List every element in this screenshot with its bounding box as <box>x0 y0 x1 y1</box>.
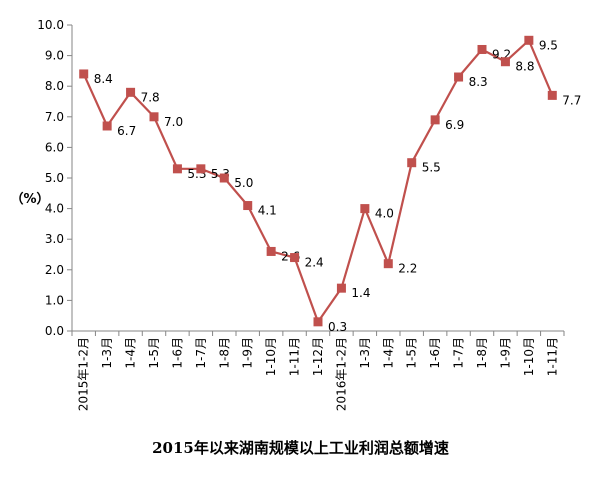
data-point <box>126 87 136 97</box>
data-label: 5.0 <box>234 176 253 190</box>
data-point <box>219 173 229 183</box>
data-label: 8.3 <box>469 75 488 89</box>
x-tick-label: 1-6月 <box>428 337 442 369</box>
x-tick-label: 1-12月 <box>311 337 325 376</box>
y-tick-label: 9.0 <box>45 49 64 63</box>
x-tick-label: 1-7月 <box>452 337 466 369</box>
data-label: 4.0 <box>375 207 394 221</box>
x-tick-label: 1-10月 <box>522 337 536 376</box>
x-tick-label: 1-8月 <box>475 337 489 369</box>
data-point <box>360 204 370 214</box>
data-label: 2.2 <box>398 262 417 276</box>
y-tick-label: 1.0 <box>45 293 64 307</box>
data-point <box>79 69 89 79</box>
data-point <box>336 283 346 293</box>
data-label: 8.8 <box>515 60 534 74</box>
y-tick-label: 2.0 <box>45 263 64 277</box>
x-tick-label: 1-5月 <box>405 337 419 369</box>
y-tick-label: 5.0 <box>45 171 64 185</box>
data-point <box>547 90 557 100</box>
data-point <box>149 112 159 122</box>
data-label: 7.8 <box>141 90 160 104</box>
data-label: 7.0 <box>164 115 183 129</box>
data-label: 6.7 <box>117 124 136 138</box>
data-label: 8.4 <box>94 72 113 86</box>
x-tick-label: 1-3月 <box>358 337 372 369</box>
y-axis-label: （%） <box>10 191 49 207</box>
y-tick-label: 8.0 <box>45 79 64 93</box>
x-tick-label: 2016年1-2月 <box>334 337 348 411</box>
data-label: 5.5 <box>422 161 441 175</box>
chart-title: 2015年以来湖南规模以上工业利润总额增速 <box>152 439 449 457</box>
x-tick-label: 1-7月 <box>194 337 208 369</box>
y-tick-label: 10.0 <box>37 18 64 32</box>
x-tick-label: 1-4月 <box>381 337 395 369</box>
x-tick-label: 1-3月 <box>100 337 114 369</box>
x-tick-label: 1-6月 <box>170 337 184 369</box>
x-tick-label: 1-9月 <box>241 337 255 369</box>
x-tick-label: 1-11月 <box>545 337 559 376</box>
x-tick-label: 1-4月 <box>124 337 138 369</box>
y-tick-label: 3.0 <box>45 232 64 246</box>
data-label: 0.3 <box>328 320 347 334</box>
data-point <box>102 121 112 131</box>
x-tick-label: 1-10月 <box>264 337 278 376</box>
data-point <box>477 44 487 54</box>
data-label: 4.1 <box>258 204 277 218</box>
data-point <box>196 164 206 174</box>
x-tick-label: 1-8月 <box>217 337 231 369</box>
data-point <box>172 164 182 174</box>
data-label: 6.9 <box>445 118 464 132</box>
data-point <box>454 72 464 82</box>
data-label: 7.7 <box>562 93 581 107</box>
x-tick-label: 1-9月 <box>498 337 512 369</box>
data-point <box>243 201 253 211</box>
y-tick-label: 6.0 <box>45 140 64 154</box>
data-point <box>313 317 323 327</box>
y-tick-label: 0.0 <box>45 324 64 338</box>
data-point <box>266 246 276 256</box>
y-tick-label: 4.0 <box>45 202 64 216</box>
data-point <box>430 115 440 125</box>
data-point <box>500 57 510 67</box>
x-tick-label: 1-5月 <box>147 337 161 369</box>
x-tick-label: 1-11月 <box>288 337 302 376</box>
data-label: 9.5 <box>539 38 558 52</box>
data-point <box>407 158 417 168</box>
data-point <box>524 35 534 45</box>
data-label: 1.4 <box>351 286 370 300</box>
data-label: 2.4 <box>305 256 324 270</box>
y-tick-label: 7.0 <box>45 110 64 124</box>
x-tick-label: 2015年1-2月 <box>77 337 91 411</box>
data-point <box>290 253 300 263</box>
data-point <box>383 259 393 269</box>
